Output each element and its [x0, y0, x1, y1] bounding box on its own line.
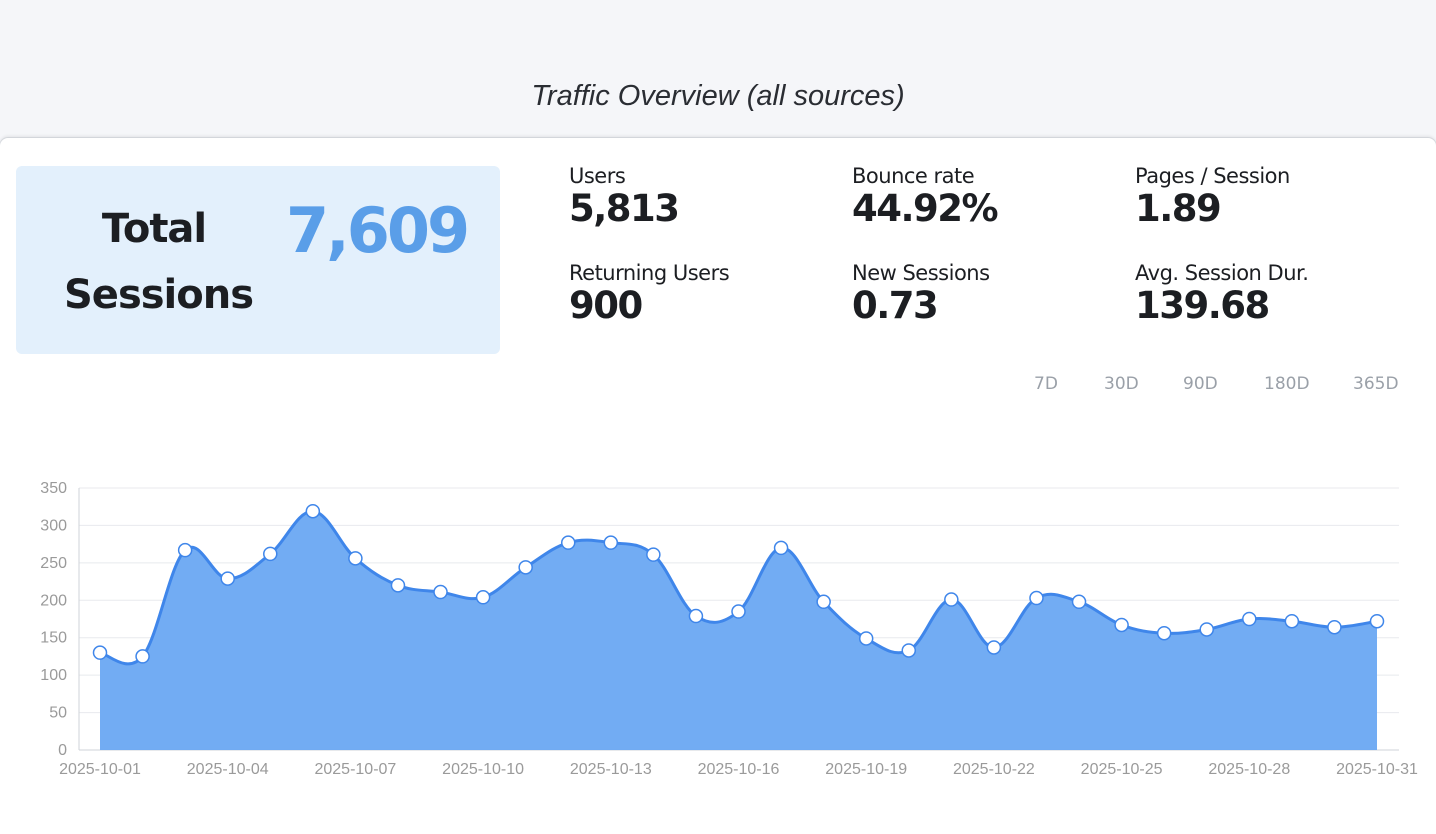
- data-point: [348, 551, 363, 566]
- data-point: [135, 649, 150, 664]
- y-tick-label: 100: [40, 667, 67, 684]
- x-tick-label: 2025-10-16: [698, 761, 780, 778]
- data-point: [1156, 625, 1172, 641]
- total-sessions-value: 7,609: [286, 194, 470, 267]
- range-tab-90d[interactable]: 90D: [1183, 374, 1218, 394]
- data-point: [773, 540, 789, 556]
- y-tick-label: 50: [49, 705, 67, 722]
- total-sessions-panel: Total Sessions 7,609: [16, 166, 500, 354]
- data-point: [305, 503, 321, 519]
- data-point: [92, 645, 108, 660]
- metric-bounce-rate: Bounce rate 44.92%: [852, 164, 999, 230]
- data-point: [475, 590, 491, 605]
- metric-returning-users: Returning Users 900: [569, 261, 730, 327]
- metric-value: 1.89: [1135, 187, 1222, 230]
- metric-pages-per-session: Pages / Session 1.89: [1135, 164, 1290, 230]
- data-point: [220, 571, 235, 586]
- data-point: [1199, 622, 1214, 637]
- x-tick-label: 2025-10-10: [442, 761, 524, 778]
- data-point: [1327, 619, 1342, 635]
- metric-label: Returning Users: [569, 261, 730, 285]
- data-point: [560, 535, 576, 550]
- data-point: [1029, 590, 1044, 606]
- data-point: [1369, 613, 1385, 629]
- data-point: [858, 631, 874, 646]
- metric-value: 5,813: [569, 187, 680, 230]
- data-point: [1284, 613, 1300, 629]
- y-tick-label: 200: [40, 592, 67, 609]
- x-tick-label: 2025-10-07: [314, 761, 396, 778]
- x-tick-label: 2025-10-25: [1081, 761, 1163, 778]
- data-point: [731, 604, 746, 619]
- metric-label: New Sessions: [852, 261, 990, 285]
- metric-new-sessions: New Sessions 0.73: [852, 261, 990, 327]
- x-tick-label: 2025-10-04: [187, 761, 269, 778]
- data-point: [901, 643, 917, 658]
- x-tick-label: 2025-10-13: [570, 761, 652, 778]
- data-point: [1071, 594, 1087, 610]
- data-point: [263, 546, 278, 562]
- x-tick-label: 2025-10-01: [59, 761, 141, 778]
- data-point: [518, 560, 533, 575]
- metric-avg-session-duration: Avg. Session Dur. 139.68: [1135, 261, 1309, 327]
- data-point: [944, 592, 959, 607]
- data-point: [688, 608, 704, 624]
- data-point: [390, 578, 406, 593]
- series-area: [100, 511, 1377, 750]
- range-tab-365d[interactable]: 365D: [1353, 374, 1399, 394]
- metric-value: 139.68: [1135, 284, 1270, 327]
- data-point: [1242, 611, 1257, 627]
- page-title: Traffic Overview (all sources): [531, 80, 905, 112]
- x-tick-label: 2025-10-22: [953, 761, 1035, 778]
- metric-label: Avg. Session Dur.: [1135, 261, 1309, 285]
- metric-users: Users 5,813: [569, 164, 680, 230]
- metric-label: Bounce rate: [852, 164, 975, 188]
- metric-label: Pages / Session: [1135, 164, 1290, 188]
- y-tick-label: 300: [40, 517, 67, 534]
- metric-value: 44.92%: [852, 187, 999, 230]
- data-point: [177, 542, 193, 558]
- total-sessions-label: Total Sessions: [64, 206, 254, 318]
- y-tick-label: 0: [58, 742, 67, 759]
- x-tick-label: 2025-10-28: [1208, 761, 1290, 778]
- range-tab-180d[interactable]: 180D: [1264, 374, 1310, 394]
- range-tab-30d[interactable]: 30D: [1104, 374, 1139, 394]
- x-tick-label: 2025-10-19: [825, 761, 907, 778]
- y-tick-label: 350: [40, 480, 67, 497]
- metric-label: Users: [569, 164, 626, 188]
- metric-value: 0.73: [852, 284, 939, 327]
- y-tick-label: 150: [40, 630, 67, 647]
- data-point: [1114, 617, 1129, 633]
- data-point: [646, 547, 661, 562]
- y-tick-label: 250: [40, 555, 67, 572]
- data-point: [816, 594, 831, 610]
- metric-value: 900: [569, 284, 643, 327]
- x-tick-label: 2025-10-31: [1336, 761, 1418, 778]
- data-point: [433, 584, 448, 600]
- range-tab-7d[interactable]: 7D: [1034, 374, 1058, 394]
- data-point: [986, 640, 1002, 655]
- data-point: [603, 535, 619, 550]
